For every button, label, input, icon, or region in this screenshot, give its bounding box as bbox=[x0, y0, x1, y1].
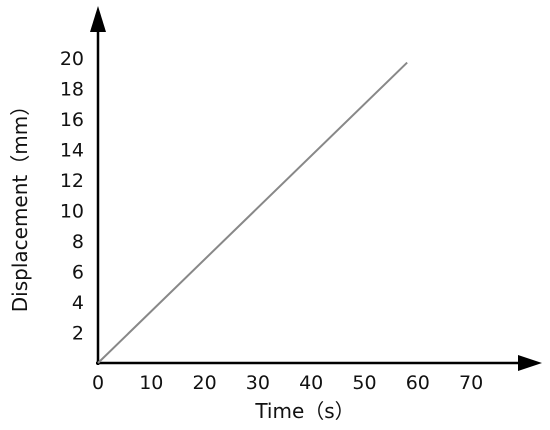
y-axis-arrow bbox=[90, 6, 106, 32]
y-tick-label: 6 bbox=[72, 262, 84, 284]
axes bbox=[90, 6, 542, 371]
y-tick-label: 20 bbox=[60, 48, 84, 70]
x-tick-label: 40 bbox=[299, 372, 323, 394]
y-tick-label: 14 bbox=[60, 140, 84, 162]
y-tick-label: 8 bbox=[72, 231, 84, 253]
x-tick-label: 10 bbox=[139, 372, 163, 394]
x-tick-label: 70 bbox=[459, 372, 483, 394]
y-tick-label: 18 bbox=[60, 79, 84, 101]
y-tick-label: 16 bbox=[60, 109, 84, 131]
tick-labels: 0 10 20 30 40 50 60 70 2 4 6 8 10 12 14 16 18 20 bbox=[60, 48, 483, 394]
x-tick-label: 50 bbox=[352, 372, 376, 394]
displacement-line bbox=[97, 61, 408, 364]
x-tick-label: 20 bbox=[193, 372, 217, 394]
y-axis-title: Displacement（mm） bbox=[8, 96, 32, 312]
y-tick-label: 2 bbox=[72, 323, 84, 345]
x-axis-arrow bbox=[518, 355, 542, 371]
x-tick-label: 60 bbox=[406, 372, 430, 394]
x-axis-title: Time（s） bbox=[254, 399, 354, 423]
y-tick-label: 4 bbox=[72, 292, 84, 314]
y-tick-label: 12 bbox=[60, 170, 84, 192]
series bbox=[97, 61, 408, 364]
x-tick-label: 0 bbox=[92, 372, 104, 394]
x-tick-label: 30 bbox=[246, 372, 270, 394]
y-tick-label: 10 bbox=[60, 201, 84, 223]
